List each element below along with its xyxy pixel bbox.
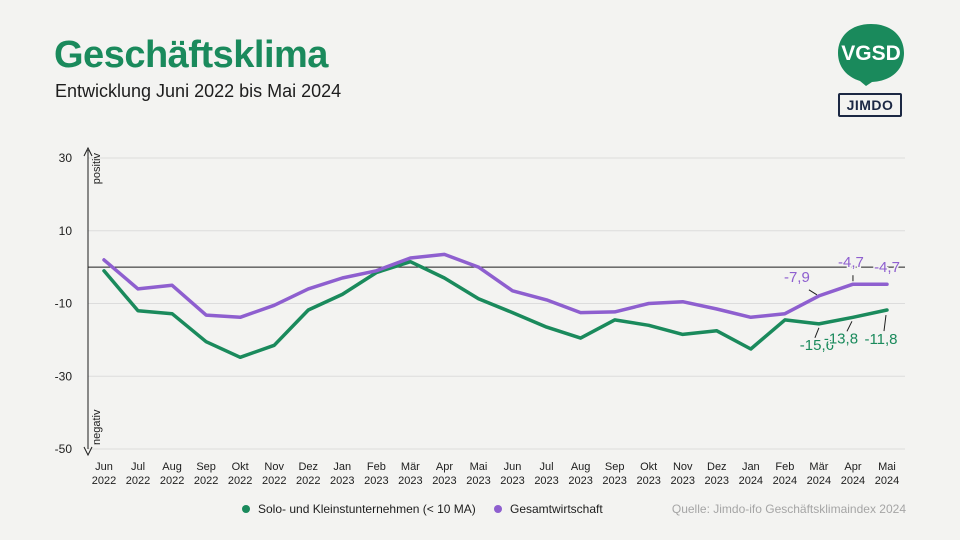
x-tick-label-year: 2023 bbox=[500, 475, 524, 487]
chart-title: Geschäftsklima bbox=[54, 34, 328, 76]
x-tick-label-year: 2022 bbox=[160, 475, 184, 487]
y-tick-label: -50 bbox=[55, 442, 73, 456]
vgsd-logo-text: VGSD bbox=[841, 42, 901, 65]
x-tick-label-month: Feb bbox=[367, 461, 386, 473]
x-tick-label-month: Dez bbox=[298, 461, 318, 473]
x-tick-label-month: Nov bbox=[673, 461, 693, 473]
x-tick-label-month: Jun bbox=[95, 461, 113, 473]
data-label-solo: -13,8 bbox=[824, 330, 858, 347]
data-label-gesamt: -7,9 bbox=[784, 269, 810, 286]
x-tick-label-month: Apr bbox=[436, 461, 453, 473]
source-note: Quelle: Jimdo-ifo Geschäftsklimaindex 20… bbox=[671, 502, 906, 516]
x-tick-label-year: 2024 bbox=[841, 475, 865, 487]
x-tick-label-month: Nov bbox=[264, 461, 284, 473]
label-leader-solo bbox=[814, 327, 820, 339]
x-tick-label-month: Feb bbox=[775, 461, 794, 473]
x-tick-label-month: Apr bbox=[844, 461, 861, 473]
x-tick-label-year: 2023 bbox=[398, 475, 422, 487]
legend-label-solo: Solo- und Kleinstunternehmen (< 10 MA) bbox=[258, 502, 476, 516]
x-tick-label-month: Jun bbox=[504, 461, 522, 473]
axis-label-negative: negativ bbox=[91, 409, 103, 445]
x-tick-label-month: Sep bbox=[605, 461, 625, 473]
legend-item-solo: Solo- und Kleinstunternehmen (< 10 MA) bbox=[242, 502, 476, 516]
legend-item-gesamt: Gesamtwirtschaft bbox=[494, 502, 603, 516]
x-tick-label-month: Mai bbox=[878, 461, 896, 473]
y-axis-arrow-up bbox=[83, 146, 93, 157]
x-tick-label-month: Mär bbox=[401, 461, 420, 473]
legend-label-gesamt: Gesamtwirtschaft bbox=[510, 502, 603, 516]
label-leader-solo bbox=[846, 321, 853, 332]
x-tick-label-year: 2023 bbox=[330, 475, 354, 487]
axis-label-positive: positiv bbox=[91, 153, 103, 185]
vgsd-logo-bubble bbox=[838, 24, 904, 86]
label-leader-gesamt bbox=[808, 289, 818, 296]
vgsd-logo: VGSD bbox=[838, 24, 904, 86]
data-label-gesamt: -4,7 bbox=[838, 254, 864, 271]
x-tick-label-year: 2023 bbox=[432, 475, 456, 487]
x-tick-label-year: 2024 bbox=[773, 475, 797, 487]
y-tick-label: 30 bbox=[59, 151, 73, 165]
x-tick-label-month: Jan bbox=[333, 461, 351, 473]
x-tick-label-year: 2022 bbox=[194, 475, 218, 487]
x-tick-label-month: Aug bbox=[162, 461, 182, 473]
x-tick-label-year: 2023 bbox=[364, 475, 388, 487]
x-tick-label-year: 2023 bbox=[670, 475, 694, 487]
y-axis-arrow-down bbox=[83, 446, 93, 457]
x-tick-label-year: 2022 bbox=[228, 475, 252, 487]
x-tick-label-month: Mai bbox=[470, 461, 488, 473]
x-tick-label-year: 2024 bbox=[875, 475, 899, 487]
x-tick-label-month: Dez bbox=[707, 461, 727, 473]
x-tick-label-year: 2022 bbox=[126, 475, 150, 487]
x-tick-label-month: Sep bbox=[196, 461, 216, 473]
x-tick-label-month: Okt bbox=[640, 461, 657, 473]
x-tick-label-year: 2022 bbox=[296, 475, 320, 487]
x-tick-label-year: 2024 bbox=[739, 475, 763, 487]
x-tick-label-year: 2023 bbox=[705, 475, 729, 487]
x-tick-label-month: Jan bbox=[742, 461, 760, 473]
chart-subtitle: Entwicklung Juni 2022 bis Mai 2024 bbox=[55, 81, 342, 101]
x-tick-label-month: Aug bbox=[571, 461, 591, 473]
x-tick-label-year: 2022 bbox=[92, 475, 116, 487]
jimdo-logo: JIMDO bbox=[838, 93, 902, 117]
data-label-solo: -15,6 bbox=[800, 337, 834, 354]
y-tick-label: -10 bbox=[55, 297, 73, 311]
data-label-gesamt: -4,7 bbox=[874, 259, 900, 276]
legend-dot-solo bbox=[242, 505, 250, 513]
x-tick-label-year: 2024 bbox=[807, 475, 831, 487]
data-label-solo: -11,8 bbox=[864, 331, 897, 348]
x-tick-label-month: Okt bbox=[232, 461, 249, 473]
x-tick-label-year: 2023 bbox=[534, 475, 558, 487]
x-tick-label-month: Jul bbox=[131, 461, 145, 473]
x-tick-label-year: 2022 bbox=[262, 475, 286, 487]
x-tick-label-month: Jul bbox=[540, 461, 554, 473]
label-leader-solo bbox=[883, 314, 887, 332]
y-tick-label: 10 bbox=[59, 224, 73, 238]
legend-dot-gesamt bbox=[494, 505, 502, 513]
x-tick-label-year: 2023 bbox=[636, 475, 660, 487]
x-tick-label-year: 2023 bbox=[466, 475, 490, 487]
x-tick-label-year: 2023 bbox=[602, 475, 626, 487]
series-line-gesamt bbox=[102, 252, 889, 320]
x-tick-label-year: 2023 bbox=[568, 475, 592, 487]
x-tick-label-month: Mär bbox=[809, 461, 828, 473]
series-line-solo bbox=[102, 259, 889, 360]
y-tick-label: -30 bbox=[55, 369, 73, 383]
